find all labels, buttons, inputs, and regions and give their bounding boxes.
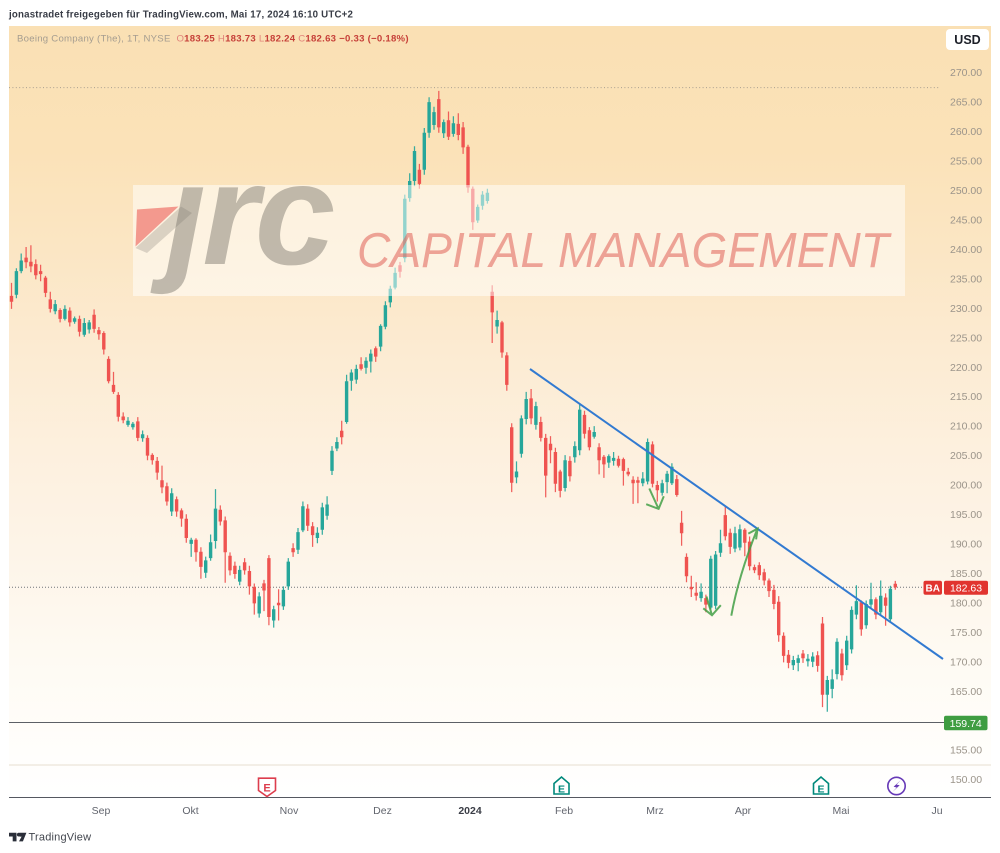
svg-text:255.00: 255.00	[950, 156, 982, 168]
svg-text:Apr: Apr	[735, 805, 752, 817]
svg-text:TradingView: TradingView	[29, 832, 92, 844]
svg-text:175.00: 175.00	[950, 627, 982, 639]
svg-text:250.00: 250.00	[950, 185, 982, 197]
svg-text:260.00: 260.00	[950, 126, 982, 138]
svg-text:205.00: 205.00	[950, 450, 982, 462]
svg-text:ȷrc: ȷrc	[150, 133, 334, 295]
svg-text:165.00: 165.00	[950, 686, 982, 698]
svg-text:BA: BA	[925, 583, 939, 594]
svg-text:CAPITAL MANAGEMENT: CAPITAL MANAGEMENT	[357, 224, 892, 278]
svg-text:230.00: 230.00	[950, 303, 982, 315]
svg-text:E: E	[263, 783, 270, 795]
svg-text:240.00: 240.00	[950, 244, 982, 256]
svg-text:Mai: Mai	[833, 805, 850, 817]
svg-text:159.74: 159.74	[950, 718, 982, 730]
svg-text:Boeing Company (The), 1T, NYSE: Boeing Company (The), 1T, NYSE O183.25 H…	[17, 34, 409, 45]
svg-text:245.00: 245.00	[950, 215, 982, 227]
svg-text:170.00: 170.00	[950, 656, 982, 668]
svg-text:195.00: 195.00	[950, 509, 982, 521]
svg-text:Feb: Feb	[555, 805, 573, 817]
svg-text:jonastradet freigegeben für Tr: jonastradet freigegeben für TradingView.…	[8, 10, 353, 21]
svg-text:265.00: 265.00	[950, 97, 982, 109]
svg-text:Sep: Sep	[92, 805, 111, 817]
svg-text:150.00: 150.00	[950, 774, 982, 786]
svg-text:220.00: 220.00	[950, 362, 982, 374]
svg-text:Mrz: Mrz	[646, 805, 664, 817]
svg-text:180.00: 180.00	[950, 597, 982, 609]
svg-text:2024: 2024	[458, 805, 482, 817]
svg-text:200.00: 200.00	[950, 480, 982, 492]
svg-text:225.00: 225.00	[950, 332, 982, 344]
svg-text:215.00: 215.00	[950, 391, 982, 403]
svg-text:235.00: 235.00	[950, 273, 982, 285]
svg-text:Okt: Okt	[182, 805, 198, 817]
svg-text:270.00: 270.00	[950, 67, 982, 79]
svg-text:USD: USD	[954, 33, 980, 47]
svg-text:155.00: 155.00	[950, 745, 982, 757]
svg-text:182.63: 182.63	[950, 582, 982, 594]
svg-text:Nov: Nov	[280, 805, 299, 817]
svg-text:210.00: 210.00	[950, 421, 982, 433]
svg-text:E: E	[817, 784, 824, 796]
svg-text:E: E	[558, 784, 565, 796]
svg-text:Ju: Ju	[931, 805, 942, 817]
svg-text:185.00: 185.00	[950, 568, 982, 580]
svg-text:190.00: 190.00	[950, 539, 982, 551]
svg-text:Dez: Dez	[373, 805, 392, 817]
